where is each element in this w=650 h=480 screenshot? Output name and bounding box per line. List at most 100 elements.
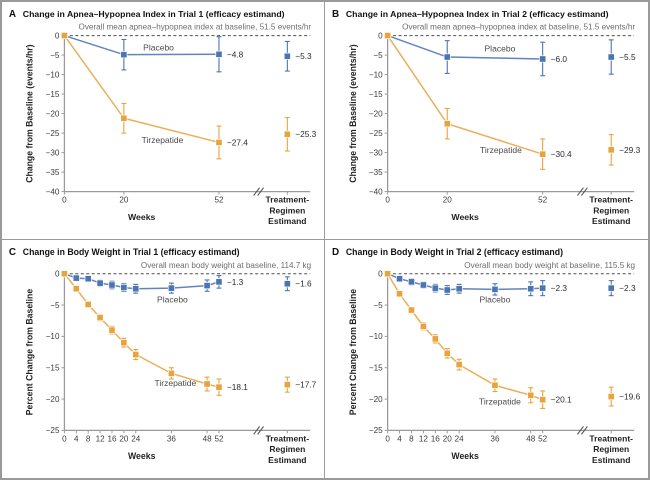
estimand-axis-label: Treatment- xyxy=(266,433,310,443)
estimand-axis-label: Treatment- xyxy=(589,433,633,443)
x-tick-label: 12 xyxy=(419,434,429,443)
baseline-note: Overall mean body weight at baseline, 11… xyxy=(141,261,311,270)
x-tick-label: 48 xyxy=(203,434,213,443)
placebo-marker xyxy=(539,284,547,292)
tirzepatide-marker xyxy=(60,32,68,40)
series-tirzepatide: −30.4 −29.3 Tirzepatide xyxy=(384,32,641,170)
y-tick-label: 0 xyxy=(55,269,60,278)
y-tick-label: −15 xyxy=(46,364,60,373)
placebo-line xyxy=(64,273,220,290)
placebo-marker xyxy=(120,283,128,292)
placebo-marker xyxy=(96,279,104,287)
panel-c-chart: C Change in Body Weight in Trial 1 (effic… xyxy=(9,247,317,465)
placebo-estimand-marker xyxy=(607,284,615,292)
y-tick-label: 0 xyxy=(378,31,383,40)
y-tick-label: 0 xyxy=(378,270,383,279)
axis-break xyxy=(576,187,584,196)
estimand-axis-label: Estimand xyxy=(592,216,630,226)
y-tick-label: −10 xyxy=(369,332,383,341)
placebo-estimand-value-label: −1.6 xyxy=(295,279,312,289)
placebo-marker xyxy=(108,281,116,289)
tirzepatide-estimand-marker xyxy=(283,130,291,138)
panel-letter: A xyxy=(9,9,16,20)
y-tick-label: −5 xyxy=(50,51,60,60)
placebo-marker xyxy=(120,51,128,59)
estimand-axis-label: Estimand xyxy=(592,455,630,465)
x-tick-label: 0 xyxy=(385,434,390,443)
y-axis-title: Change from Baseline (events/hr) xyxy=(25,44,35,182)
placebo-marker xyxy=(443,53,451,61)
axis-break xyxy=(576,426,584,435)
panel-letter: D xyxy=(332,247,339,258)
placebo-marker xyxy=(431,284,439,292)
tirzepatide-estimand-value-label: −19.6 xyxy=(619,392,640,402)
estimand-axis-label: Regimen xyxy=(269,444,305,454)
placebo-series-label: Placebo xyxy=(485,43,516,53)
x-tick-label: 4 xyxy=(397,434,402,443)
y-axis-title: Percent Change from Baseline xyxy=(25,289,35,416)
y-tick-label: −25 xyxy=(369,426,383,435)
placebo-value-label: −2.3 xyxy=(551,283,568,293)
placebo-marker xyxy=(443,286,451,294)
panel-title: Change in Body Weight in Trial 2 (effica… xyxy=(346,247,563,257)
x-tick-label: 52 xyxy=(214,434,224,443)
series-tirzepatide: −27.4 −25.3 Tirzepatide xyxy=(60,32,317,160)
x-tick-label: 8 xyxy=(409,434,414,443)
placebo-marker xyxy=(455,285,463,293)
tirzepatide-marker xyxy=(108,326,116,334)
tirzepatide-series-label: Tirzepatide xyxy=(479,397,521,407)
estimand-axis-label: Regimen xyxy=(593,444,629,454)
x-tick-label: 20 xyxy=(119,195,129,204)
panel-d-chart: D Change in Body Weight in Trial 2 (effic… xyxy=(332,247,641,465)
placebo-marker xyxy=(215,278,223,286)
panel-title: Change in Apnea–Hypopnea Index in Trial … xyxy=(23,9,285,19)
tirzepatide-line xyxy=(63,273,220,388)
placebo-marker xyxy=(167,284,175,292)
x-tick-label: 36 xyxy=(167,434,177,443)
tirzepatide-marker xyxy=(120,114,128,122)
x-axis-title: Weeks xyxy=(128,451,156,461)
x-tick-label: 16 xyxy=(107,434,117,443)
tirzepatide-marker xyxy=(167,369,175,377)
y-tick-label: −25 xyxy=(46,426,60,435)
y-tick-label: −20 xyxy=(369,109,383,118)
panel-letter: C xyxy=(9,247,16,258)
placebo-estimand-value-label: −5.3 xyxy=(295,51,312,61)
placebo-marker xyxy=(407,278,415,286)
y-tick-label: −35 xyxy=(369,168,383,177)
panel-b: B Change in Apnea–Hypopnea Index in Trial… xyxy=(325,2,648,240)
placebo-marker xyxy=(396,275,404,283)
tirzepatide-marker xyxy=(539,150,547,158)
x-tick-label: 52 xyxy=(538,434,548,443)
x-tick-label: 24 xyxy=(455,434,465,443)
placebo-marker xyxy=(215,50,223,58)
estimand-axis-label: Regimen xyxy=(269,205,305,215)
tirzepatide-marker xyxy=(443,349,451,357)
baseline-note: Overall mean apnea–hypopnea index at bas… xyxy=(79,23,312,32)
x-axis-title: Weeks xyxy=(451,451,479,461)
tirzepatide-estimand-marker xyxy=(283,381,291,389)
series-tirzepatide: −20.1 −19.6 Tirzepatide xyxy=(384,270,641,410)
tirzepatide-marker xyxy=(96,314,104,322)
tirzepatide-marker xyxy=(84,300,92,308)
x-tick-label: 20 xyxy=(443,434,453,443)
y-tick-label: −30 xyxy=(46,148,60,157)
tirzepatide-series-label: Tirzepatide xyxy=(142,135,184,145)
axis-break xyxy=(580,187,588,196)
placebo-estimand-value-label: −5.5 xyxy=(619,52,636,62)
y-tick-label: −10 xyxy=(369,70,383,79)
placebo-marker xyxy=(132,285,140,293)
tirzepatide-marker xyxy=(132,351,140,359)
tirzepatide-estimand-marker xyxy=(607,393,615,401)
y-tick-label: −10 xyxy=(46,70,60,79)
placebo-marker xyxy=(539,55,547,63)
tirzepatide-marker xyxy=(455,361,463,369)
y-tick-label: −20 xyxy=(369,395,383,404)
placebo-marker xyxy=(72,274,80,282)
tirzepatide-estimand-value-label: −17.7 xyxy=(295,380,316,390)
tirzepatide-value-label: −27.4 xyxy=(227,137,248,147)
placebo-series-label: Placebo xyxy=(480,294,511,304)
y-tick-label: −15 xyxy=(369,90,383,99)
placebo-estimand-value-label: −2.3 xyxy=(619,283,636,293)
